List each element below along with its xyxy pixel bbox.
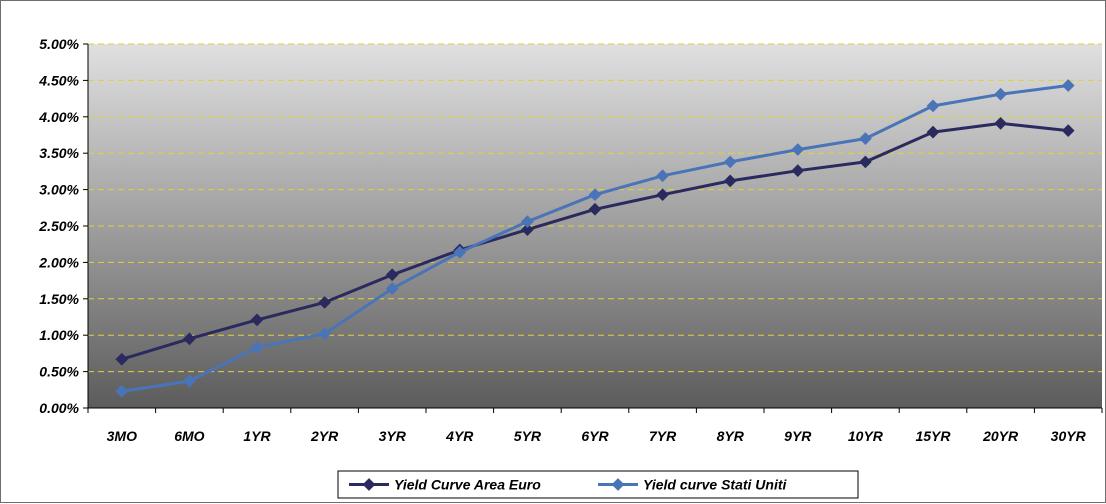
y-tick-label: 4.00% xyxy=(38,109,79,125)
y-tick-label: 4.50% xyxy=(38,72,79,88)
x-tick-label: 7YR xyxy=(649,428,677,444)
legend: Yield Curve Area Euro Yield curve Stati … xyxy=(337,470,859,499)
x-tick-label: 5YR xyxy=(514,428,542,444)
x-tick-label: 2YR xyxy=(310,428,339,444)
y-tick-label: 2.00% xyxy=(38,254,79,270)
grid-lines xyxy=(88,43,1102,373)
x-tick-label: 8YR xyxy=(717,428,745,444)
series-lines xyxy=(115,79,1075,398)
y-tick-label: 2.50% xyxy=(38,218,79,234)
data-point xyxy=(250,341,264,354)
y-tick-label: 3.50% xyxy=(39,145,79,161)
y-tick-label: 5.00% xyxy=(39,36,79,52)
x-tick-label: 4YR xyxy=(445,428,474,444)
data-point xyxy=(318,327,331,341)
data-point xyxy=(115,352,129,366)
data-point xyxy=(318,296,331,309)
x-tick-label: 20YR xyxy=(982,428,1019,444)
data-point xyxy=(183,374,196,388)
legend-marker-euro xyxy=(362,478,376,491)
y-tick-labels: 0.00% 0.50% 1.00% 1.50% 2.00% 2.50% 3.00% 3.50%… xyxy=(38,36,79,416)
x-tick-label: 6YR xyxy=(581,428,609,444)
y-tick-label: 1.00% xyxy=(39,327,79,343)
legend-label-euro: Yield Curve Area Euro xyxy=(394,477,541,493)
x-tick-labels: 3MO 6MO 1YR 2YR 3YR 4YR 5YR 6YR 7YR 8YR 9YR 10YR 15Y… xyxy=(107,428,1087,444)
data-point xyxy=(453,245,467,259)
data-point xyxy=(183,332,196,346)
x-tick-label: 1YR xyxy=(243,428,271,444)
data-point xyxy=(250,313,264,327)
axes xyxy=(83,43,1103,413)
y-tick-label: 1.50% xyxy=(39,291,79,307)
x-tick-label: 3MO xyxy=(107,428,137,444)
x-tick-label: 15YR xyxy=(915,428,951,444)
legend-label-usa: Yield curve Stati Uniti xyxy=(643,477,788,493)
x-tick-label: 30YR xyxy=(1051,428,1087,444)
data-point xyxy=(115,384,129,398)
y-tick-label: 0.50% xyxy=(39,364,79,380)
data-point xyxy=(385,282,399,295)
x-tick-label: 9YR xyxy=(784,428,812,444)
x-tick-label: 6MO xyxy=(174,428,204,444)
data-point xyxy=(385,268,399,282)
y-tick-label: 3.00% xyxy=(39,182,79,198)
x-tick-label: 10YR xyxy=(848,428,884,444)
y-tick-label: 0.00% xyxy=(39,400,79,416)
x-tick-label: 3YR xyxy=(379,428,407,444)
